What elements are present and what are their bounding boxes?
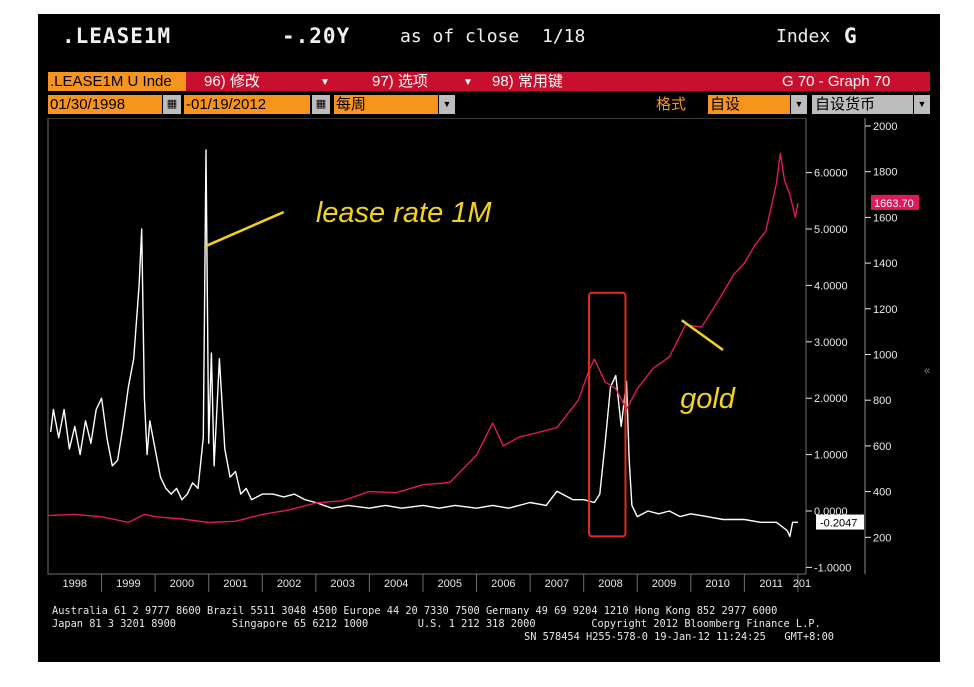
calendar-icon[interactable]: ▦: [312, 95, 330, 114]
gold-pointer-line: [680, 319, 724, 351]
right-tick-label: 1000: [873, 350, 897, 362]
menu-options[interactable]: 97) 选项: [372, 73, 428, 90]
right-tick-label: 2000: [873, 121, 897, 133]
left-tick-label: 6.0000: [814, 168, 848, 180]
right-tick-label: 400: [873, 487, 891, 499]
lease-label: lease rate 1M: [316, 197, 493, 229]
right-tick-label: 1600: [873, 212, 897, 224]
lease-series-line: [50, 149, 798, 538]
x-tick-label: 2002: [277, 578, 301, 590]
asof-label: as of close: [400, 26, 520, 47]
left-tick-label: 4.0000: [814, 280, 848, 292]
footer-line-1: Australia 61 2 9777 8600 Brazil 5511 304…: [52, 605, 778, 617]
right-tick-label: 800: [873, 395, 891, 407]
x-tick-label: 2000: [170, 578, 194, 590]
g-label: G: [844, 24, 858, 48]
ticker: .LEASE1M: [62, 24, 172, 48]
x-tick-label: 201: [793, 578, 811, 590]
chevron-down-icon[interactable]: ▼: [439, 95, 455, 114]
last-value-lease: -0.2047: [820, 518, 857, 530]
right-tick-label: 1200: [873, 304, 897, 316]
x-tick-label: 2008: [598, 578, 622, 590]
end-date-value: 01/19/2012: [191, 96, 267, 113]
start-date-field[interactable]: 01/30/1998: [48, 95, 162, 114]
left-tick-label: 3.0000: [814, 337, 848, 349]
spread-label: -.20Y: [282, 24, 351, 48]
last-value-gold-box: [871, 194, 919, 210]
last-value-lease-box: [816, 514, 864, 530]
bloomberg-terminal: .LEASE1M -.20Y as of close 1/18 Index G …: [38, 14, 940, 662]
asof-date: 1/18: [542, 26, 586, 47]
chevron-down-icon[interactable]: ▼: [320, 77, 330, 88]
x-tick-label: 2009: [652, 578, 676, 590]
right-tick-label: 1800: [873, 167, 897, 179]
left-tick-label: 1.0000: [814, 450, 848, 462]
left-tick-label: -1.0000: [814, 562, 851, 574]
chart-area: 1998 1999 2000 2001 2002 2003 2004 2005 2006 2007…: [47, 118, 930, 592]
right-y-axis: 200 400 600 800 1000 1200 1400 1600 1800 2000: [864, 118, 897, 574]
footer-line-3: SN 578454 H255-578-0 19-Jan-12 11:24:25 …: [524, 631, 834, 643]
currency-select[interactable]: 自设货币: [812, 95, 913, 114]
footer-line-2: Japan 81 3 3201 8900 Singapore 65 6212 1…: [52, 618, 821, 630]
gold-series-line: [47, 152, 799, 524]
x-tick-label: 2011: [759, 578, 783, 590]
right-tick-label: 600: [873, 441, 891, 453]
x-tick-label: 1999: [116, 578, 140, 590]
last-value-gold: 1663.70: [874, 198, 914, 210]
chevron-down-icon[interactable]: ▼: [791, 95, 807, 114]
x-tick-label: 2003: [330, 578, 354, 590]
left-tick-label: 5.0000: [814, 224, 848, 236]
x-tick-label: 1998: [63, 578, 87, 590]
x-tick-label: 2007: [545, 578, 569, 590]
highlight-box: [588, 291, 627, 538]
series-layer: [47, 149, 799, 538]
x-tick-label: 2001: [223, 578, 247, 590]
index-label: Index: [776, 26, 831, 47]
graph-label: G 70 - Graph 70: [782, 73, 891, 90]
format-select[interactable]: 自设: [708, 95, 790, 114]
left-y-axis: -1.00000.00001.00002.00003.00004.00005.0…: [806, 168, 851, 574]
chevron-down-icon[interactable]: ▼: [463, 77, 473, 88]
menu-hotkeys[interactable]: 98) 常用键: [492, 73, 563, 90]
x-axis: 1998 1999 2000 2001 2002 2003 2004 2005 2006 2007…: [63, 574, 811, 592]
chevron-down-icon[interactable]: ▼: [914, 95, 930, 114]
annotation-layer: lease rate 1M gold -0.2047 1663.70: [205, 194, 919, 538]
menu-edit[interactable]: 96) 修改: [204, 73, 260, 90]
period-select[interactable]: 每周: [334, 95, 438, 114]
calendar-icon[interactable]: ▦: [163, 95, 181, 114]
x-tick-label: 2005: [438, 578, 462, 590]
end-date-field[interactable]: -01/19/2012: [184, 95, 310, 114]
left-tick-label: 2.0000: [814, 393, 848, 405]
security-field[interactable]: .LEASE1M U Inde: [48, 72, 186, 91]
x-tick-label: 2004: [384, 578, 408, 590]
lease-pointer-line: [205, 210, 285, 248]
right-tick-label: 1400: [873, 258, 897, 270]
format-label: 格式: [656, 96, 687, 113]
x-tick-label: 2010: [705, 578, 729, 590]
command-menu-bar: .LEASE1M U Inde 96) 修改 ▼ 97) 选项 ▼ 98) 常用…: [48, 72, 930, 91]
plot-border: [47, 118, 807, 575]
collapse-arrow-icon[interactable]: «: [924, 365, 930, 377]
gold-label: gold: [680, 383, 736, 415]
right-tick-label: 200: [873, 532, 891, 544]
x-tick-label: 2006: [491, 578, 515, 590]
title-bar: .LEASE1M -.20Y as of close 1/18 Index G: [38, 14, 940, 64]
